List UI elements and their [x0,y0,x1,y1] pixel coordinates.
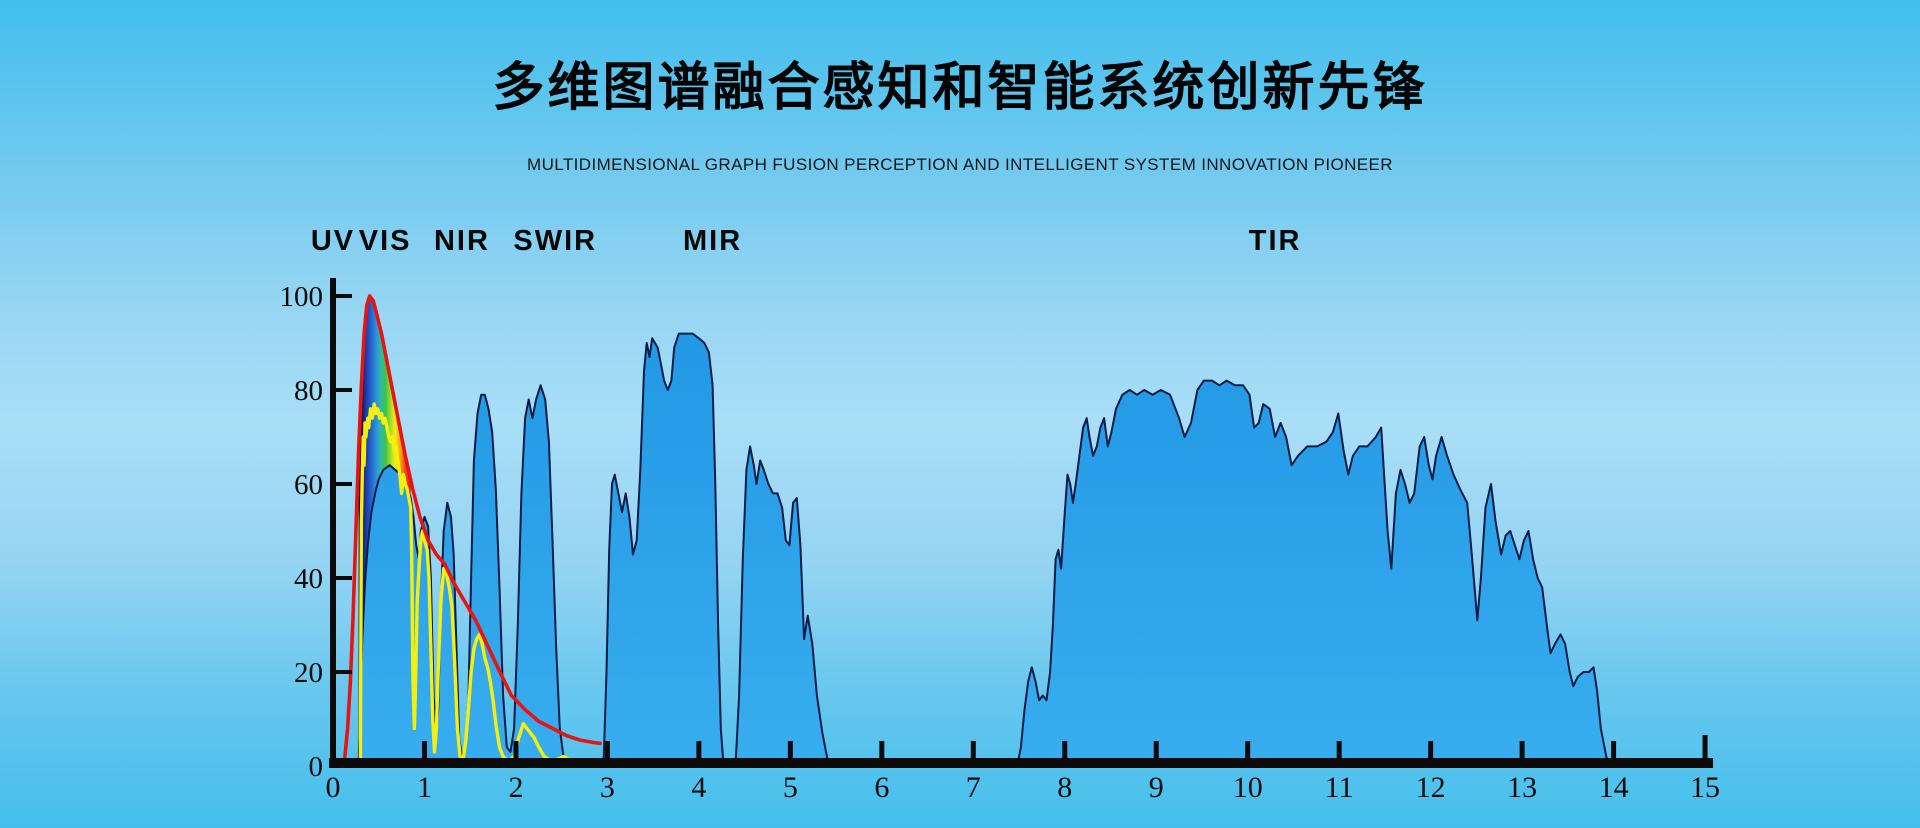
surface-irradiance-curve [358,402,591,768]
y-tick-label-60: 60 [294,469,323,501]
x-tick-label-6: 6 [874,771,889,804]
x-tick-label-4: 4 [691,771,706,804]
x-tick-label-10: 10 [1233,771,1263,804]
x-tick-label-9: 9 [1149,771,1164,804]
band-label-vis: VIS [359,225,412,257]
band-label-uv: UV [311,225,355,257]
page-title: 多维图谱融合感知和智能系统创新先锋 [492,59,1428,117]
y-tick-label-20: 20 [294,657,323,689]
x-tick-label-13: 13 [1507,771,1537,804]
x-tick-label-12: 12 [1416,771,1446,804]
blackbody-curve [343,294,602,759]
x-tick-label-1: 1 [417,771,432,804]
x-tick-label-15: 15 [1690,771,1720,804]
x-tick-label-8: 8 [1057,771,1072,804]
x-tick-label-5: 5 [783,771,798,804]
y-tick-label-0: 0 [309,751,324,783]
band-label-swir: SWIR [513,225,597,257]
band-label-mir: MIR [683,225,742,257]
x-tick-label-7: 7 [966,771,981,804]
band-label-tir: TIR [1249,225,1302,257]
x-tick-label-11: 11 [1325,771,1354,804]
x-tick-label-14: 14 [1599,771,1629,804]
x-tick-label-0: 0 [326,771,341,804]
x-tick-label-3: 3 [600,771,615,804]
page-subtitle: MULTIDIMENSIONAL GRAPH FUSION PERCEPTION… [527,155,1393,174]
band-label-nir: NIR [434,225,490,257]
y-tick-label-80: 80 [294,375,323,407]
transmission-windows-area [358,333,1610,766]
y-tick-label-40: 40 [294,563,323,595]
x-tick-label-2: 2 [508,771,523,804]
y-tick-label-100: 100 [280,281,324,313]
